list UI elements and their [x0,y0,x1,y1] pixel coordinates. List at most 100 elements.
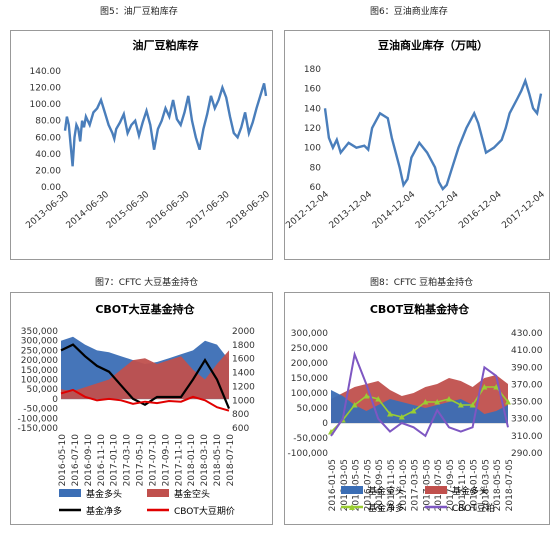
x-tick-label: 2016-07-05 [363,459,373,511]
series-line [323,77,543,191]
y-tick-label: 300,000 [291,329,328,339]
legend-label: 基金多头 [86,488,122,500]
chart-soyoil-stock: 豆油商业库存（万吨）60801001201401601802012-12-042… [285,38,547,231]
x-tick-label: 2018-03-10 [200,434,210,487]
y2-tick-label: 1000 [232,396,255,406]
x-tick-label: 2016-12-04 [457,189,504,230]
net-long-marker [398,414,405,420]
x-tick-label: 2012-12-04 [285,189,331,230]
chart-soybean-fund: CBOT大豆基金持仓 350,000300,000250,000200,00015… [18,302,256,517]
figure-caption-8: 图8：CFTC 豆粕基金持仓 [370,278,474,288]
y2-tick-label: 310.00 [511,432,543,442]
chart-title: CBOT大豆基金持仓 [95,302,195,316]
y2-tick-label: 430.00 [511,329,543,339]
y-tick-label: 250,000 [291,344,328,354]
y-tick-label: 150,000 [21,366,58,376]
x-tick-label: 2018-01-10 [187,434,197,487]
y-tick-label: 140 [304,104,321,114]
legend-swatch [147,489,169,497]
x-tick-label: 2016-11-10 [97,434,107,487]
y-tick-label: 100.00 [30,100,62,110]
x-tick-label: 2013-12-04 [328,189,375,230]
x-tick-label: 2017-12-04 [500,189,547,230]
x-tick-label: 2014-12-04 [371,189,418,230]
x-tick-label: 2017-09-10 [161,434,171,487]
y-tick-label: 100,000 [291,389,328,399]
x-tick-label: 2017-11-05 [458,459,468,511]
legend-swatch [341,486,363,494]
y-tick-label: 40.00 [35,150,61,160]
net-long-marker [505,399,511,405]
legend-label: 基金净多 [368,502,404,514]
y-tick-label: 0 [52,395,58,405]
legend-swatch [425,486,447,494]
net-long-marker [457,402,464,408]
series-line [63,83,268,167]
x-tick-label: 2017-05-05 [422,459,432,511]
y-tick-label: 200,000 [291,359,328,369]
x-tick-label: 2016-05-10 [58,434,68,487]
y2-tick-label: 1600 [232,355,255,365]
x-tick-label: 2016-05-05 [352,459,362,511]
chart-panel-soymeal-fund: CBOT豆粕基金持仓 300,000 250,000 200,000 150,000 10… [284,292,550,525]
legend-label: 基金空头 [368,485,404,497]
x-tick-label: 2016-09-05 [375,459,385,511]
y-tick-label: 350,000 [21,327,58,337]
net-long-marker [387,411,393,417]
net-long-marker [351,402,358,408]
x-tick-label: 2018-06-30 [225,189,272,230]
x-tick-label: 2018-03-05 [481,459,491,511]
y-tick-label: 50,000 [297,404,329,414]
net-long-marker [469,402,476,408]
y-tick-label: 80.00 [35,117,61,127]
chart-panel-soyoil-stock: 豆油商业库存（万吨） 60 80 100 120 140 160 180 2012-12-04 2… [284,30,550,260]
y-tick-label: 180 [304,65,321,75]
y2-tick-label: 390.00 [511,363,543,373]
y2-tick-label: 2000 [232,327,255,337]
y2-tick-label: 350.00 [511,398,543,408]
legend-label: CBOT豆粕 [452,502,495,514]
x-tick-label: 2015-06-30 [105,189,152,230]
chart-title: CBOT豆粕基金持仓 [370,302,470,316]
x-tick-label: 2016-06-30 [145,189,192,230]
y-tick-label: 300,000 [21,337,58,347]
net-long-marker [493,384,500,390]
y-tick-label: 150,000 [291,374,328,384]
chart-soymeal-stock: 油厂豆粕库存 0.00 20.00 40.00 60.00 80.00 100.00 120.… [24,38,272,231]
y-tick-label: 250,000 [21,346,58,356]
x-tick-label: 2017-05-10 [136,434,146,487]
y-tick-label: 120 [304,124,321,134]
x-tick-label: 2018-07-10 [226,434,236,487]
legend-label: 基金净多 [86,505,122,517]
x-tick-label: 2018-01-05 [470,459,480,511]
y2-tick-label: 330.00 [511,415,543,425]
x-tick-label: 2018-05-10 [213,434,223,487]
net-long-marker [375,396,382,402]
y-tick-label: 80 [310,163,322,173]
chart-title: 豆油商业库存（万吨） [378,38,488,52]
price-line [60,388,230,412]
net-long-marker [481,384,488,390]
x-tick-label: 2014-06-30 [65,189,112,230]
figure-caption-7: 图7：CFTC 大豆基金持仓 [95,278,199,288]
x-tick-label: 2016-03-05 [340,459,350,511]
net-long-line [60,343,231,410]
legend-label: CBOT大豆期价 [174,505,235,517]
y-tick-label: -100,000 [18,414,59,424]
chart-title: 油厂豆粕库存 [133,38,199,52]
x-tick-label: 2017-03-05 [411,459,421,511]
y-tick-label: 60.00 [35,133,61,143]
y-tick-label: -50,000 [293,434,328,444]
y2-tick-label: 800 [232,410,249,420]
y-tick-label: 100,000 [21,376,58,386]
x-tick-label: 2018-05-05 [493,459,503,511]
x-tick-label: 2016-01-05 [328,459,338,511]
y-tick-label: -50,000 [23,405,58,415]
net-long-marker [422,399,429,405]
y-tick-label: -100,000 [288,449,329,459]
legend-marker [349,504,355,510]
chart-panel-soymeal-stock: 油厂豆粕库存 0.00 20.00 40.00 60.00 80.00 100.00 120.… [10,30,273,260]
x-tick-label: 2016-07-10 [71,434,81,487]
y-tick-label: 0.00 [41,183,61,193]
x-tick-label: 2017-07-10 [148,434,158,487]
